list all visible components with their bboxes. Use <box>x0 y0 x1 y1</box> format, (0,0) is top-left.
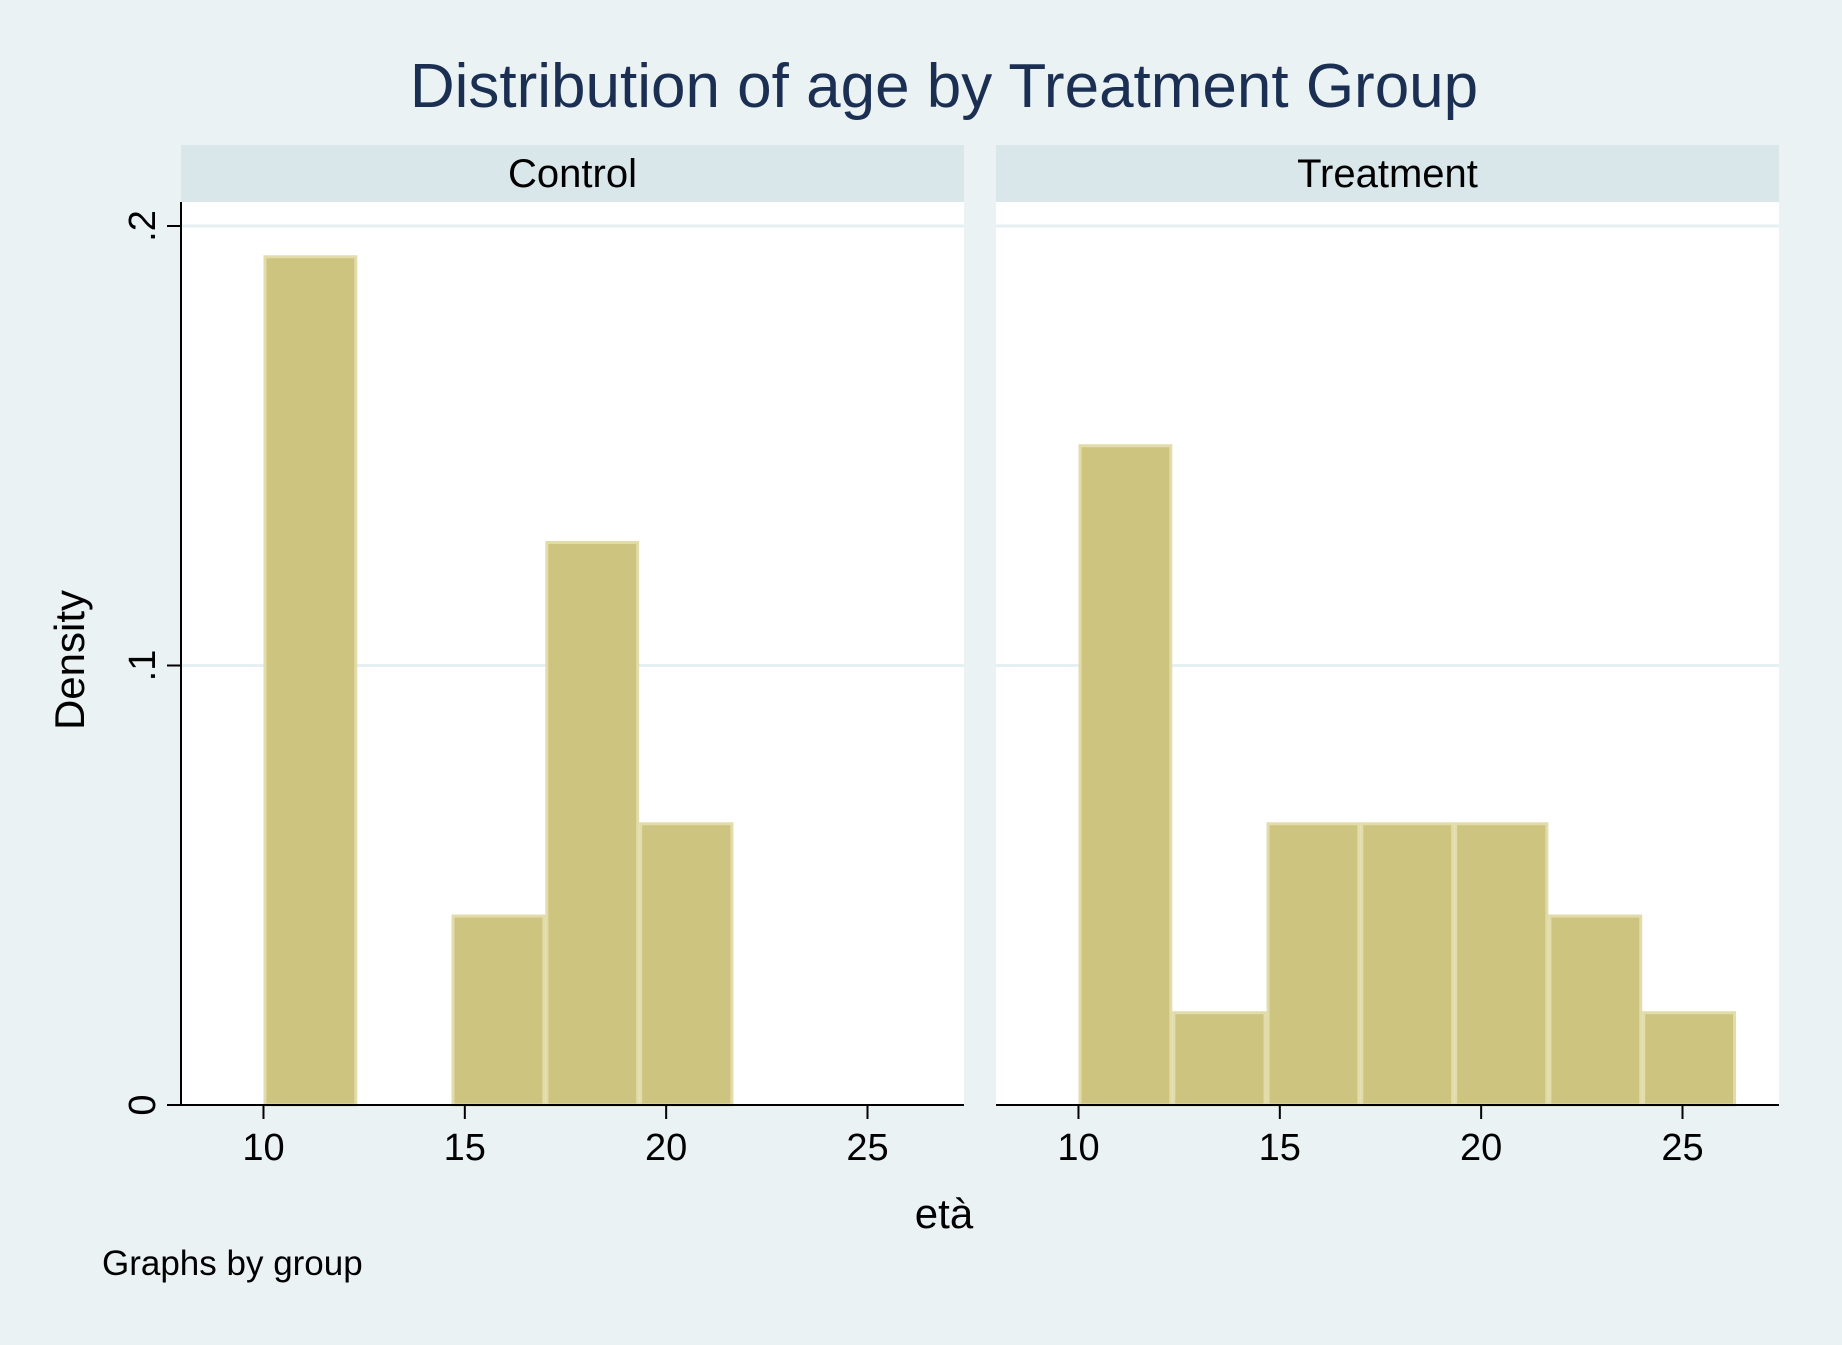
histogram-bar <box>639 822 734 1107</box>
histogram-bar <box>263 255 358 1107</box>
panel-strip-label: Control <box>508 152 637 196</box>
x-tick-label: 15 <box>444 1127 486 1169</box>
y-tick-label: .2 <box>122 210 164 242</box>
y-axis-label: Density <box>46 590 93 730</box>
histogram-bar <box>1360 822 1455 1107</box>
histogram-bar <box>1172 1011 1267 1107</box>
panel-treatment: Treatment 10 15 20 25 <box>996 145 1779 1169</box>
x-tick-label: 15 <box>1259 1127 1301 1169</box>
y-tick-label: .1 <box>122 650 164 682</box>
histogram-bar <box>1266 822 1361 1107</box>
histogram-bar <box>1454 822 1549 1107</box>
histogram-bar <box>1078 444 1173 1107</box>
histogram-bar <box>545 540 640 1107</box>
panel-strip-label: Treatment <box>1297 152 1478 196</box>
panel-strip <box>181 145 964 202</box>
x-tick-label: 10 <box>242 1127 284 1169</box>
chart-title: Distribution of age by Treatment Group <box>410 52 1478 121</box>
x-tick-label: 25 <box>846 1127 888 1169</box>
graphs-by-note: Graphs by group <box>102 1244 363 1283</box>
x-tick-label: 25 <box>1661 1127 1703 1169</box>
x-tick-label: 10 <box>1057 1127 1099 1169</box>
panels-layer: Control 10 15 20 25 0 .1 .2 Treatment 10 15 20 25 <box>122 145 1779 1169</box>
x-tick-label: 20 <box>1460 1127 1502 1169</box>
histogram-bar <box>1642 1011 1737 1107</box>
panel-strip <box>996 145 1779 202</box>
x-axis-label: età <box>915 1190 974 1237</box>
y-tick-label: 0 <box>122 1094 164 1115</box>
x-tick-label: 20 <box>645 1127 687 1169</box>
histogram-bar <box>1548 914 1643 1107</box>
panel-control: Control 10 15 20 25 0 .1 .2 <box>122 145 964 1169</box>
histogram-bar <box>451 914 546 1107</box>
